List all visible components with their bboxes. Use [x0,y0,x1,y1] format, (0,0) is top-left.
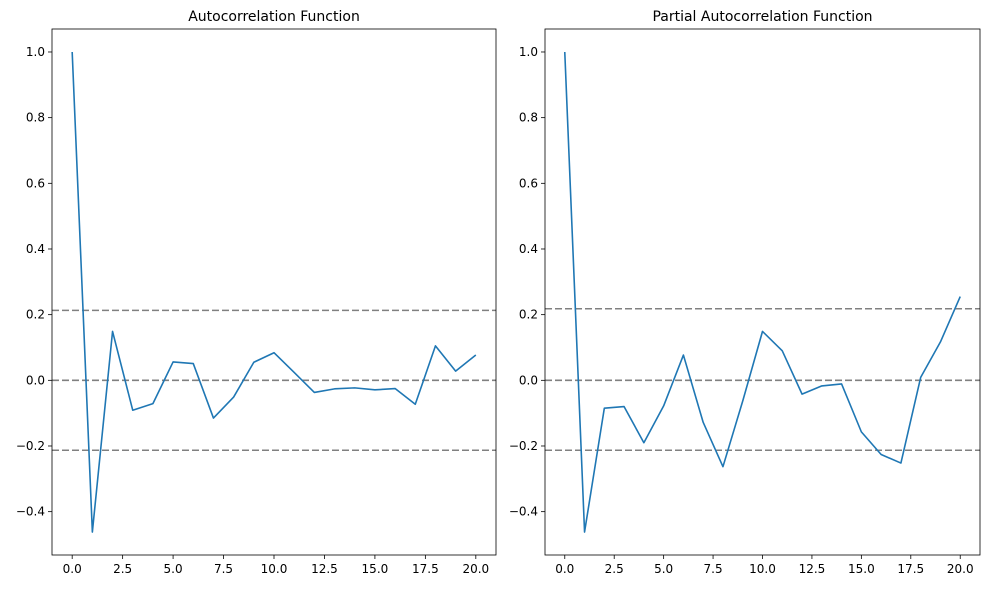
acf-axes-frame [51,28,497,556]
pacf-y-tick-label: 0.8 [519,111,538,125]
pacf-x-tick-label: 0.0 [555,562,574,576]
pacf-x-tick-label: 20.0 [947,562,974,576]
acf-x-tick-label: 10.0 [261,562,288,576]
pacf-y-tick-label: 0.0 [519,373,538,387]
acf-x-tick-label: 5.0 [164,562,183,576]
pacf-series-line [563,51,961,533]
pacf-x-tick-label: 2.5 [605,562,624,576]
acf-x-tick-label: 15.0 [362,562,389,576]
pacf-y-tick-label: 1.0 [519,45,538,59]
acf-x-tick-label: 17.5 [412,562,439,576]
acf-y-tick-label: −0.4 [16,505,45,519]
acf-y-tick-label: 0.4 [26,242,45,256]
acf-x-tick-label: 2.5 [113,562,132,576]
acf-y-tick-label: 0.0 [26,373,45,387]
pacf-x-tick-label: 17.5 [897,562,924,576]
acf-x-tick-label: 7.5 [214,562,233,576]
acf-y-tick-label: −0.2 [16,439,45,453]
acf-title: Autocorrelation Function [188,9,360,25]
acf-y-tick-label: 0.6 [26,176,45,190]
pacf-x-tick-label: 10.0 [749,562,776,576]
acf-y-tick-label: 0.8 [26,111,45,125]
pacf-x-tick-label: 7.5 [704,562,723,576]
pacf-x-tick-label: 5.0 [654,562,673,576]
acf-series-line [71,51,477,533]
acf-panel: Autocorrelation Function 0.0 2.5 5.0 7.5 10.… [16,9,497,576]
acf-x-tick-label: 0.0 [63,562,82,576]
pacf-y-tick-label: −0.4 [509,505,538,519]
acf-y-tick-label: 1.0 [26,45,45,59]
pacf-y-tick-label: 0.6 [519,176,538,190]
pacf-x-tick-label: 12.5 [799,562,826,576]
pacf-y-tick-label: 0.4 [519,242,538,256]
acf-y-tick-label: 0.2 [26,308,45,322]
acf-x-tick-label: 20.0 [462,562,489,576]
pacf-title: Partial Autocorrelation Function [652,9,872,25]
acf-x-tick-label: 12.5 [311,562,338,576]
pacf-y-tick-label: 0.2 [519,308,538,322]
pacf-y-tick-label: −0.2 [509,439,538,453]
pacf-axes-frame [544,28,981,556]
pacf-x-tick-label: 15.0 [848,562,875,576]
pacf-panel: Partial Autocorrelation Function 0.0 2.5 5… [509,9,981,576]
